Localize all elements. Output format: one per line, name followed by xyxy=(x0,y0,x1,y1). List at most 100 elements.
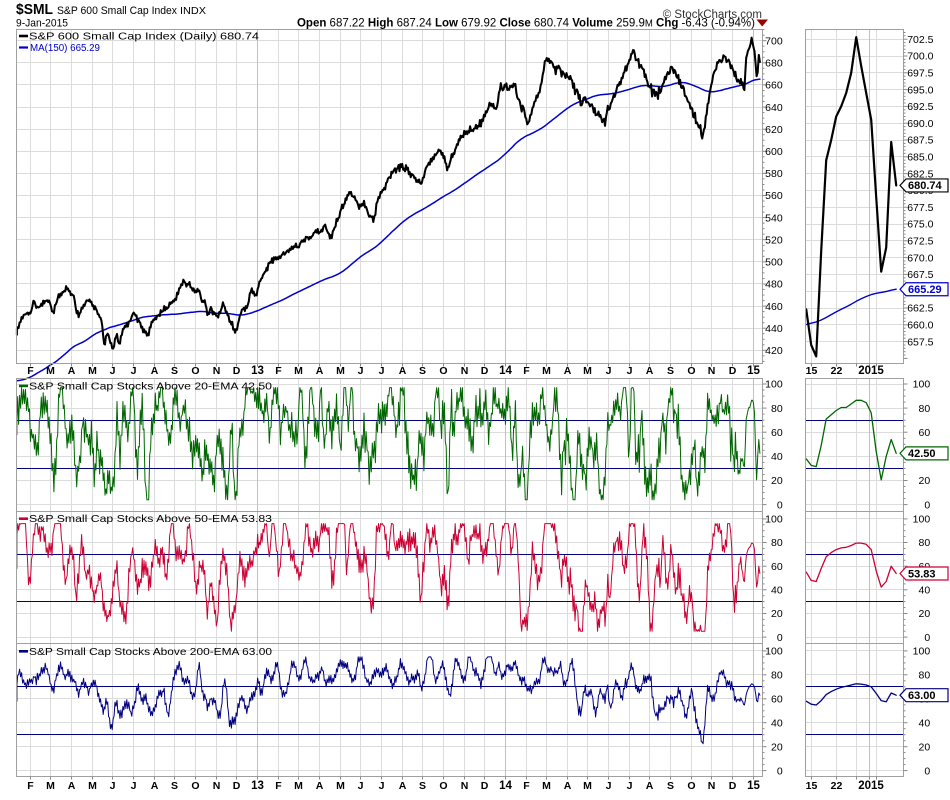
svg-text:J: J xyxy=(110,365,116,377)
svg-text:N: N xyxy=(461,365,469,377)
svg-text:662.5: 662.5 xyxy=(907,303,933,315)
svg-text:O: O xyxy=(687,780,695,792)
svg-text:O: O xyxy=(687,365,695,377)
svg-text:0: 0 xyxy=(777,632,783,644)
svg-text:0: 0 xyxy=(924,765,930,777)
svg-text:667.5: 667.5 xyxy=(907,269,933,281)
svg-text:$SML: $SML xyxy=(16,1,53,18)
svg-text:657.5: 657.5 xyxy=(907,336,933,348)
svg-text:A: A xyxy=(564,780,572,792)
svg-text:S&P Small Cap Stocks Above 50-: S&P Small Cap Stocks Above 50-EMA 53.83 xyxy=(29,513,272,525)
svg-text:N: N xyxy=(708,780,716,792)
svg-text:80: 80 xyxy=(771,403,783,415)
svg-text:J: J xyxy=(131,780,137,792)
svg-text:J: J xyxy=(627,365,633,377)
svg-text:INDX: INDX xyxy=(180,5,206,17)
svg-text:40: 40 xyxy=(771,717,783,729)
svg-text:15: 15 xyxy=(806,365,818,377)
svg-text:D: D xyxy=(481,365,489,377)
svg-text:20: 20 xyxy=(771,741,783,753)
svg-text:D: D xyxy=(481,780,489,792)
svg-text:14: 14 xyxy=(499,365,512,377)
svg-text:M: M xyxy=(336,365,345,377)
svg-text:J: J xyxy=(131,365,137,377)
svg-text:S: S xyxy=(667,365,674,377)
svg-text:420: 420 xyxy=(765,345,783,357)
svg-text:697.5: 697.5 xyxy=(907,68,933,80)
svg-text:M: M xyxy=(88,780,97,792)
svg-text:J: J xyxy=(627,780,633,792)
svg-text:620: 620 xyxy=(765,124,783,136)
svg-text:15: 15 xyxy=(747,780,760,792)
svg-text:665.29: 665.29 xyxy=(908,284,942,296)
svg-text:680: 680 xyxy=(765,58,783,70)
svg-text:13: 13 xyxy=(251,780,264,792)
svg-text:M: M xyxy=(294,365,303,377)
svg-text:687.5: 687.5 xyxy=(907,135,933,147)
svg-text:0: 0 xyxy=(924,499,930,511)
svg-text:100: 100 xyxy=(913,514,931,526)
svg-text:670.0: 670.0 xyxy=(907,252,933,264)
svg-text:700: 700 xyxy=(765,35,783,47)
svg-text:0: 0 xyxy=(777,499,783,511)
svg-text:N: N xyxy=(213,780,221,792)
svg-text:A: A xyxy=(151,780,159,792)
svg-text:M: M xyxy=(46,365,55,377)
svg-text:F: F xyxy=(275,365,282,377)
svg-text:O: O xyxy=(191,780,199,792)
svg-text:60: 60 xyxy=(919,427,931,439)
svg-text:F: F xyxy=(27,780,34,792)
svg-text:S&P Small Cap Stocks Above 20-: S&P Small Cap Stocks Above 20-EMA 42.50 xyxy=(29,380,272,392)
svg-text:100: 100 xyxy=(765,646,783,658)
svg-text:690.0: 690.0 xyxy=(907,118,933,130)
svg-text:O: O xyxy=(191,365,199,377)
svg-text:M: M xyxy=(583,780,592,792)
svg-text:J: J xyxy=(606,780,612,792)
svg-text:640: 640 xyxy=(765,102,783,114)
svg-text:A: A xyxy=(151,365,159,377)
svg-text:560: 560 xyxy=(765,190,783,202)
svg-text:A: A xyxy=(68,365,76,377)
svg-text:580: 580 xyxy=(765,168,783,180)
svg-text:22: 22 xyxy=(831,780,843,792)
svg-text:63.00: 63.00 xyxy=(908,690,936,702)
svg-text:685.0: 685.0 xyxy=(907,152,933,164)
svg-text:O: O xyxy=(439,365,447,377)
svg-text:J: J xyxy=(110,780,116,792)
svg-text:S: S xyxy=(419,365,426,377)
svg-text:20: 20 xyxy=(919,741,931,753)
svg-text:D: D xyxy=(729,780,737,792)
svg-text:N: N xyxy=(461,780,469,792)
svg-text:80: 80 xyxy=(919,537,931,549)
svg-text:20: 20 xyxy=(771,608,783,620)
svg-text:40: 40 xyxy=(771,585,783,597)
svg-text:40: 40 xyxy=(919,717,931,729)
svg-text:M: M xyxy=(583,365,592,377)
svg-text:MA(150) 665.29: MA(150) 665.29 xyxy=(30,43,100,54)
svg-text:22: 22 xyxy=(831,365,843,377)
svg-text:A: A xyxy=(399,365,407,377)
svg-text:672.5: 672.5 xyxy=(907,236,933,248)
svg-text:695.0: 695.0 xyxy=(907,84,933,96)
svg-text:S: S xyxy=(171,780,178,792)
svg-text:S: S xyxy=(667,780,674,792)
svg-text:13: 13 xyxy=(251,365,264,377)
svg-text:A: A xyxy=(316,780,324,792)
svg-text:677.5: 677.5 xyxy=(907,202,933,214)
svg-text:M: M xyxy=(336,780,345,792)
svg-text:M: M xyxy=(46,780,55,792)
svg-text:702.5: 702.5 xyxy=(907,34,933,46)
svg-text:692.5: 692.5 xyxy=(907,101,933,113)
svg-text:A: A xyxy=(646,365,654,377)
svg-text:100: 100 xyxy=(765,379,783,391)
svg-text:S&P 600 Small Cap Index (Daily: S&P 600 Small Cap Index (Daily) 680.74 xyxy=(29,31,259,43)
svg-text:F: F xyxy=(523,780,530,792)
svg-text:53.83: 53.83 xyxy=(908,568,936,580)
svg-text:100: 100 xyxy=(913,646,931,658)
svg-text:660: 660 xyxy=(765,80,783,92)
svg-text:9-Jan-2015: 9-Jan-2015 xyxy=(16,18,68,30)
svg-text:20: 20 xyxy=(919,475,931,487)
svg-text:O: O xyxy=(439,780,447,792)
svg-text:660.0: 660.0 xyxy=(907,320,933,332)
svg-text:D: D xyxy=(233,365,241,377)
